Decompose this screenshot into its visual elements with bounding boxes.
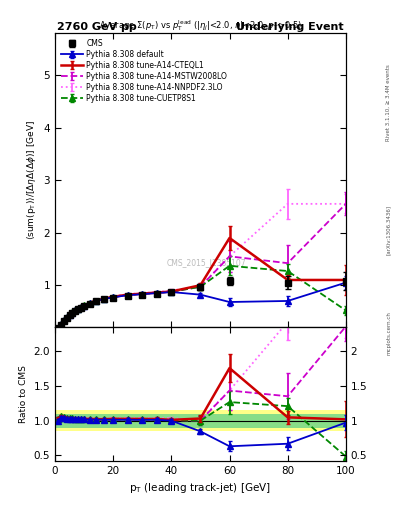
Bar <box>55 410 346 431</box>
Text: Underlying Event: Underlying Event <box>236 22 344 32</box>
Y-axis label: $\langle$sum(p$_\mathregular{T}$)$\rangle$/$[\Delta\eta\Delta(\Delta\phi)]$ [GeV: $\langle$sum(p$_\mathregular{T}$)$\rangl… <box>25 120 38 240</box>
X-axis label: p$_\mathregular{T}$ (leading track-jet) [GeV]: p$_\mathregular{T}$ (leading track-jet) … <box>129 481 272 495</box>
Text: 2760 GeV pp: 2760 GeV pp <box>57 22 137 32</box>
Text: [arXiv:1306.3436]: [arXiv:1306.3436] <box>386 205 391 255</box>
Text: Rivet 3.1.10, ≥ 3.4M events: Rivet 3.1.10, ≥ 3.4M events <box>386 64 391 141</box>
Text: CMS_2015_I1385107: CMS_2015_I1385107 <box>166 258 246 267</box>
Y-axis label: Ratio to CMS: Ratio to CMS <box>19 365 28 423</box>
Legend: CMS, Pythia 8.308 default, Pythia 8.308 tune-A14-CTEQL1, Pythia 8.308 tune-A14-M: CMS, Pythia 8.308 default, Pythia 8.308 … <box>59 37 230 105</box>
Text: mcplots.cern.ch: mcplots.cern.ch <box>386 311 391 355</box>
Bar <box>55 414 346 428</box>
Title: Average $\Sigma(p_\mathregular{T})$ vs $p_\mathregular{T}^\mathregular{lead}$ ($: Average $\Sigma(p_\mathregular{T})$ vs $… <box>99 19 302 33</box>
